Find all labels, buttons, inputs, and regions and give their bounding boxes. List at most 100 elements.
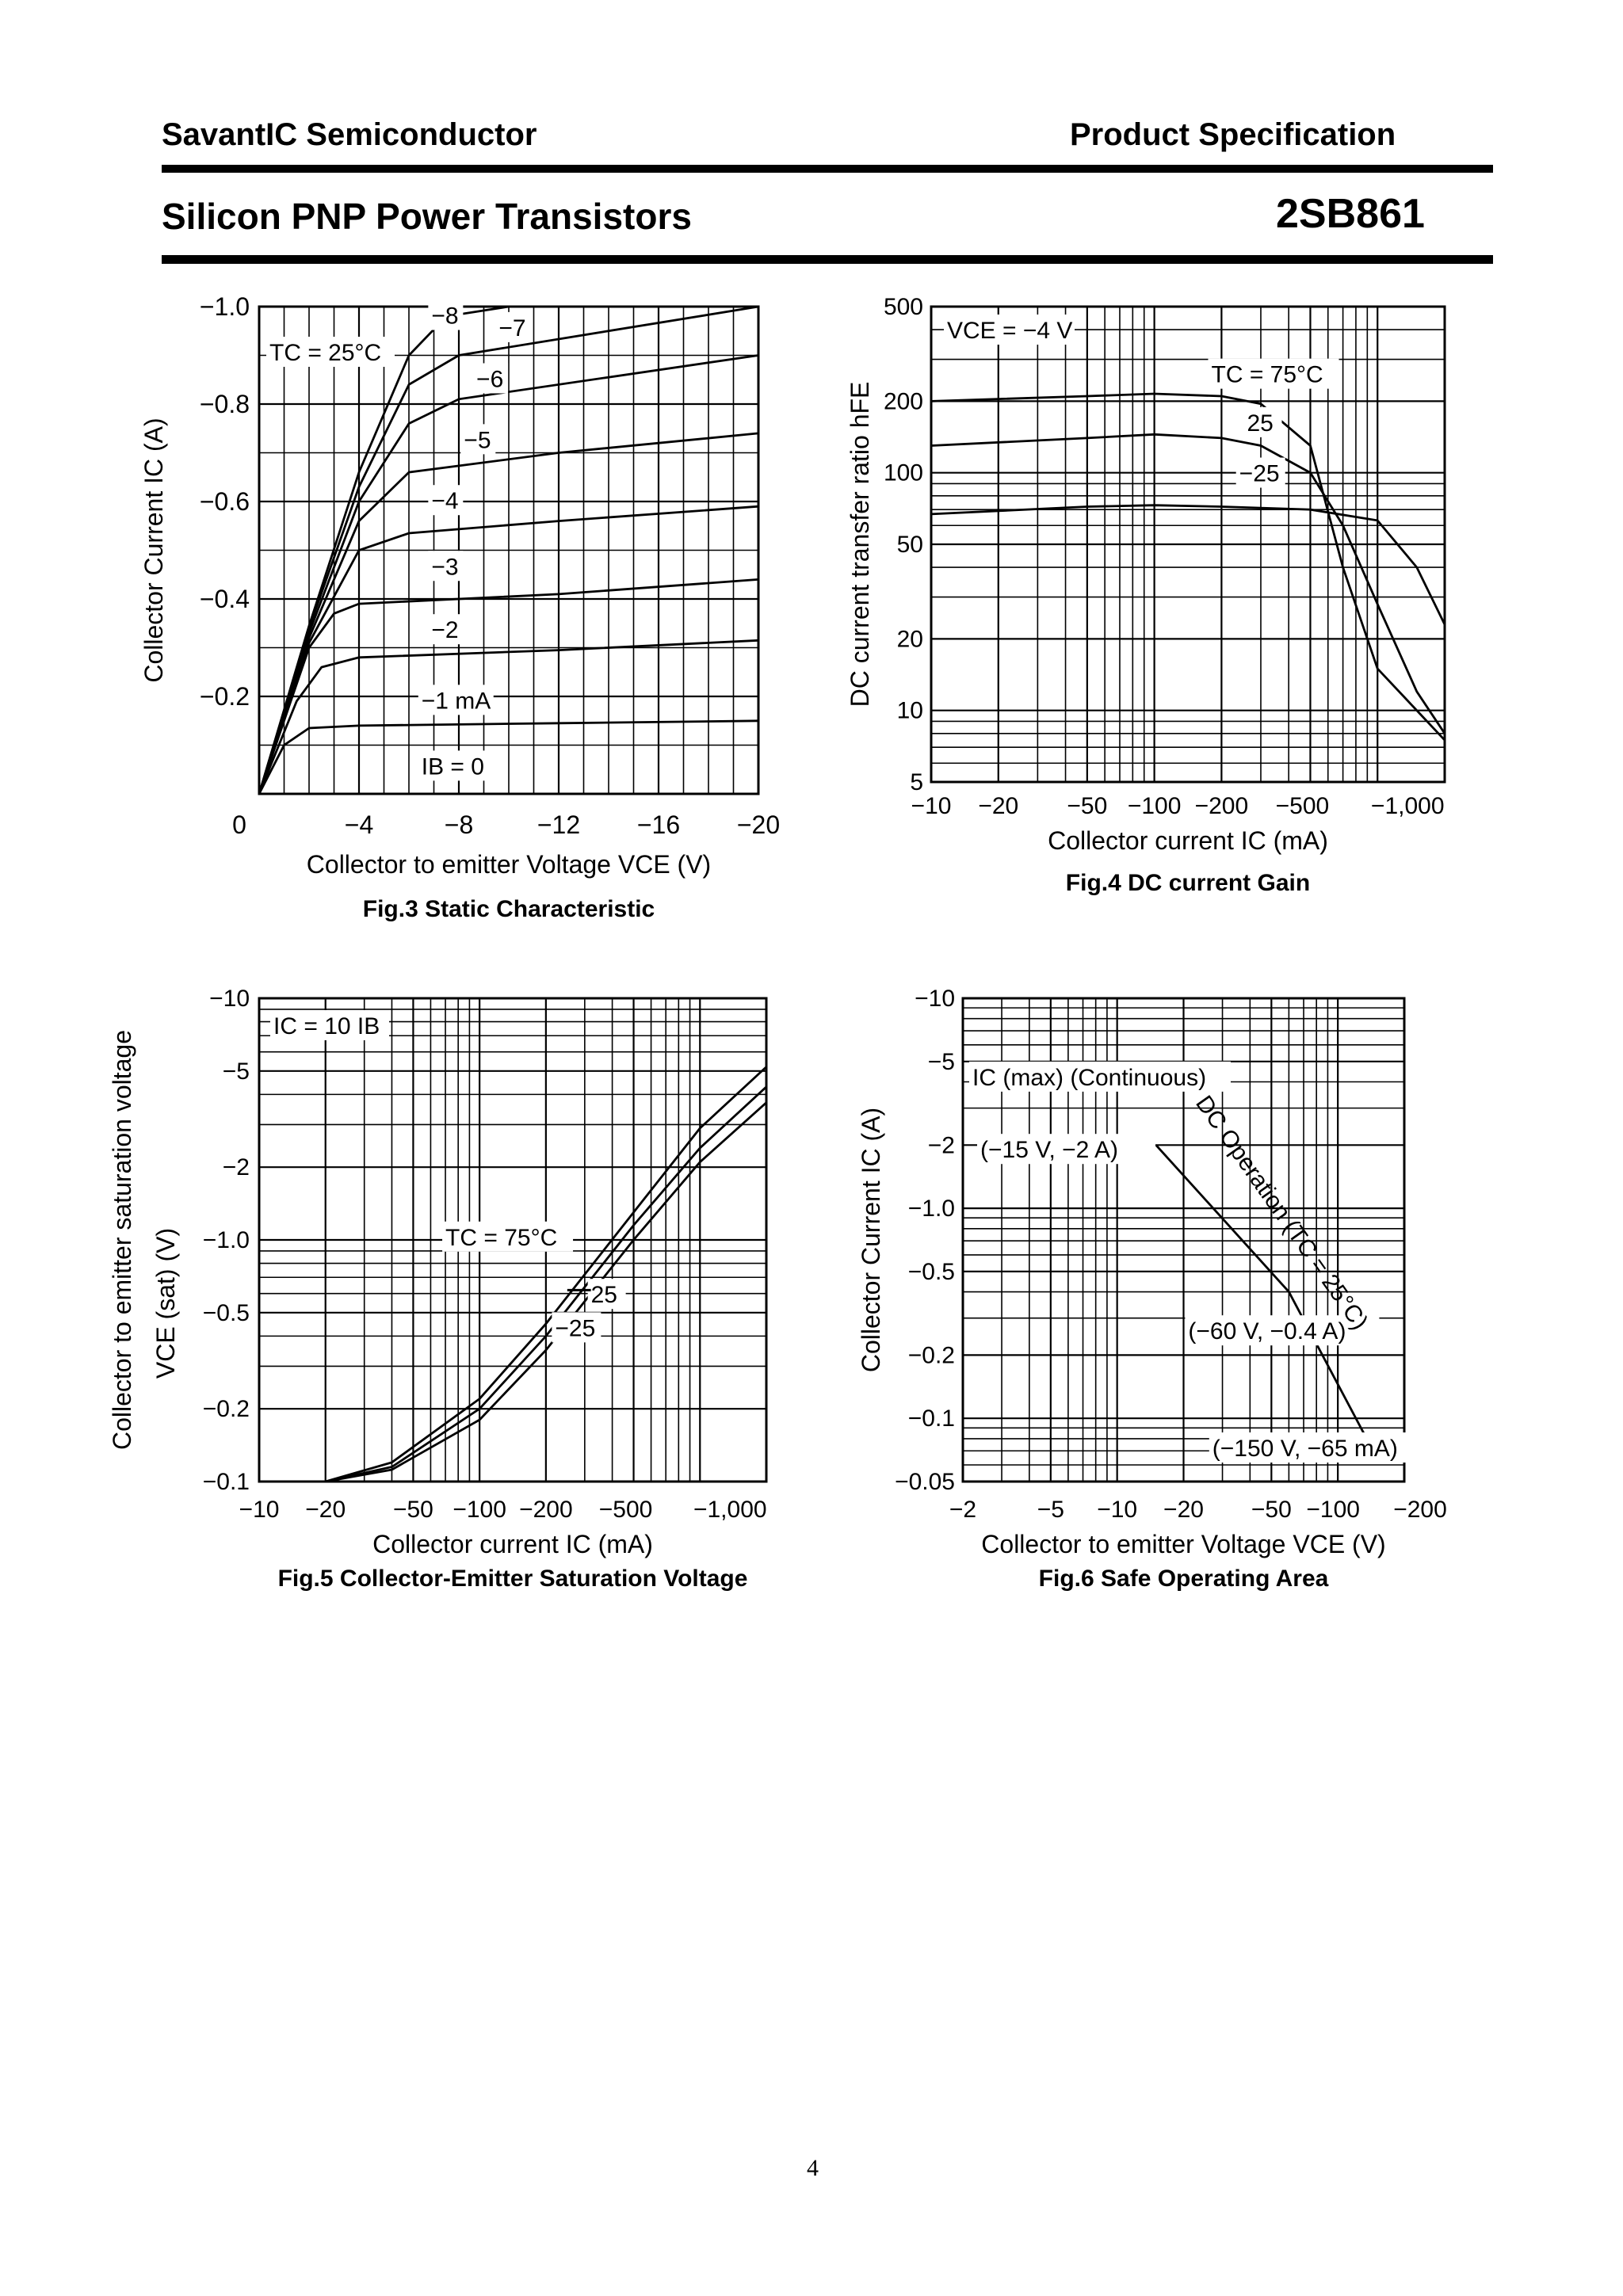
x-tick-label: −8 [445,810,473,839]
figure-caption: Fig.4 DC current Gain [1066,870,1310,896]
plot-frame [961,997,1406,1483]
series-label-bg [495,311,531,342]
temp-annotation-bg [266,337,395,367]
x-tick-label: −200 [1393,1497,1447,1523]
y-tick-label: −5 [928,1049,955,1075]
curve-−4 [258,505,759,795]
ic-annotation: IC = 10 IB [273,1013,380,1039]
curve-−25 [325,1101,767,1483]
header-rule [162,165,1493,173]
curve-−2 [258,639,759,795]
vce-annotation: VCE = −4 V [947,318,1072,344]
y-tick-label: 200 [884,388,923,414]
y-tick-label: −1.0 [908,1196,955,1222]
y-tick-label: −10 [915,986,955,1012]
series-label: −8 [431,303,458,330]
x-axis-label: Collector current IC (mA) [1048,826,1328,855]
y-tick-label: 500 [884,294,923,320]
x-tick-label: −10 [911,793,952,819]
curve-−5 [258,432,759,795]
x-tick-label: −10 [1097,1497,1137,1523]
soa-curve [1155,1144,1378,1459]
figure-caption: Fig.3 Static Characteristic [363,896,655,922]
temp-annotation: TC = 25°C [269,340,381,366]
y-tick-label: −10 [209,986,250,1012]
series-label-bg [442,1221,574,1252]
x-tick-label: 0 [232,810,246,839]
curve-−3 [258,578,759,795]
title-rule [162,255,1493,264]
series-label-bg [473,363,509,394]
x-tick-label: −20 [978,793,1018,819]
series-label: −5 [464,427,491,453]
curve-25 [930,433,1446,734]
series-label-bg [552,1312,601,1343]
series-label: −4 [431,488,458,514]
page-number: 4 [807,2155,819,2181]
x-axis-label: Collector current IC (mA) [372,1530,653,1558]
series-label: −25 [1239,461,1280,487]
series-label: −2 [431,617,458,643]
series-label: −25 [555,1315,595,1341]
icmax-annotation: IC (max) (Continuous) [972,1065,1206,1091]
series-label: −6 [476,366,503,392]
y-axis-unit: VCE (sat) (V) [151,1228,180,1379]
y-axis-label: Collector Current IC (A) [857,1108,885,1372]
series-label-bg [428,299,464,330]
x-tick-label: −20 [737,810,780,839]
y-tick-label: 10 [897,698,923,724]
y-tick-label: −0.2 [200,682,250,711]
series-label-bg [1208,358,1339,389]
series-label: −7 [498,315,525,341]
x-tick-label: −1,000 [693,1497,767,1523]
series-label-bg [418,685,494,715]
x-tick-label: −1,000 [1371,793,1445,819]
x-tick-label: −50 [1067,793,1107,819]
product-title: Silicon PNP Power Transistors [162,196,692,237]
y-tick-label: −0.5 [203,1300,250,1326]
y-tick-label: −0.6 [200,487,250,516]
x-tick-label: −50 [1251,1497,1292,1523]
x-tick-label: −12 [537,810,580,839]
plot-frame [930,305,1446,784]
series-label: TC = 75°C [445,1225,557,1251]
series-label-bg [587,1279,626,1310]
y-tick-label: −0.1 [908,1405,955,1432]
plot-frame [258,997,768,1483]
x-tick-label: −20 [1163,1497,1204,1523]
figure-caption: Fig.5 Collector-Emitter Saturation Volta… [278,1566,748,1592]
curve-25 [325,1085,767,1483]
point-annotation: (−150 V, −65 mA) [1212,1436,1398,1462]
x-tick-label: −200 [1195,793,1249,819]
vce-annotation-bg [944,315,1075,345]
x-axis-label: Collector to emitter Voltage VCE (V) [307,850,711,879]
x-tick-label: −100 [453,1497,506,1523]
y-tick-label: −1.0 [200,292,250,321]
series-label: −3 [431,554,458,580]
x-tick-label: −16 [637,810,680,839]
series-label: 25 [591,1282,617,1308]
y-tick-label: 20 [897,626,923,652]
x-tick-label: −4 [345,810,373,839]
company-name: SavantIC Semiconductor [162,117,537,152]
y-tick-label: 100 [884,460,923,486]
x-tick-label: −100 [1128,793,1182,819]
x-tick-label: −500 [1276,793,1330,819]
icmax-annotation-bg [969,1061,1231,1092]
x-tick-label: −2 [949,1497,976,1523]
figure-caption: Fig.6 Safe Operating Area [1039,1566,1329,1592]
y-axis-label: Collector Current IC (A) [139,418,168,682]
y-axis-label: DC current transfer ratio hFE [846,382,874,707]
x-tick-label: −200 [519,1497,573,1523]
ic-annotation-bg [270,1010,389,1040]
x-tick-label: −50 [393,1497,433,1523]
series-label-bg [1243,406,1282,437]
point-annotation: (−60 V, −0.4 A) [1188,1318,1346,1344]
y-tick-label: −0.1 [203,1469,250,1495]
curve-TC = 75°C [930,392,1446,742]
series-label-bg [428,485,464,516]
series-label-bg [418,750,507,781]
fig4-dc-current-gain: −10 −20 −50 −100 −200 −500 −1,000 500 200 100 50 20… [846,294,1446,896]
series-label: 25 [1247,410,1273,437]
y-tick-label: −0.2 [908,1342,955,1368]
